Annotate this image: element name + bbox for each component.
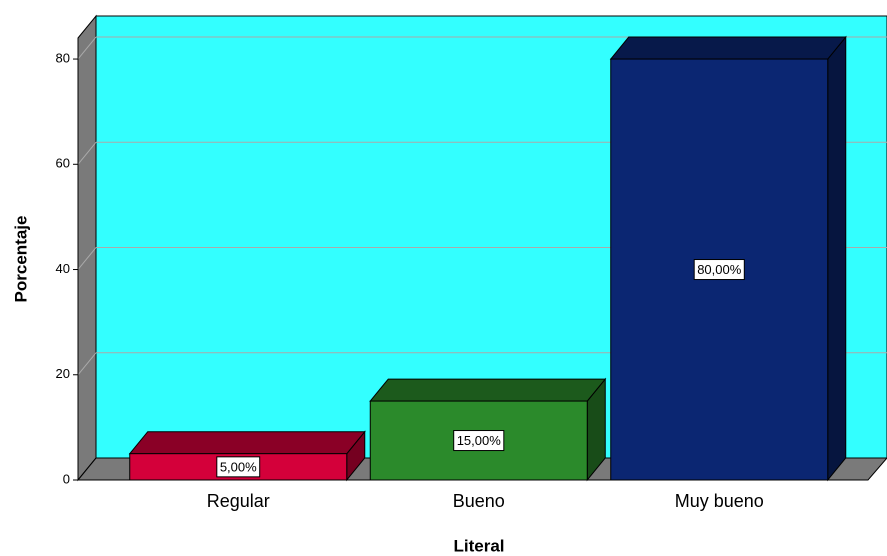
bar-top [609,36,847,60]
x-axis-label: Literal [453,536,504,555]
bar-side [827,35,847,482]
value-label-box [453,430,505,452]
x-tick-label: Muy bueno [675,491,764,511]
x-tick-label: Regular [207,491,270,511]
grid-line [77,352,97,376]
value-label-box [216,456,261,478]
bar-top [128,431,366,455]
y-tick-label: 40 [56,261,70,276]
x-tick-label: Bueno [453,491,505,511]
y-axis-label: Porcentaje [11,216,30,303]
value-label: 15,00% [457,433,502,448]
left-wall [77,14,97,482]
value-label-box [693,259,745,281]
grid-line [77,36,97,60]
y-tick-label: 80 [56,50,70,65]
y-tick-label: 0 [63,471,70,486]
value-label: 5,00% [220,459,257,474]
value-label: 80,00% [697,262,742,277]
y-tick-label: 60 [56,156,70,171]
y-tick-label: 20 [56,366,70,381]
bar-top [369,378,607,402]
grid-line [77,141,97,165]
grid-line [77,247,97,270]
